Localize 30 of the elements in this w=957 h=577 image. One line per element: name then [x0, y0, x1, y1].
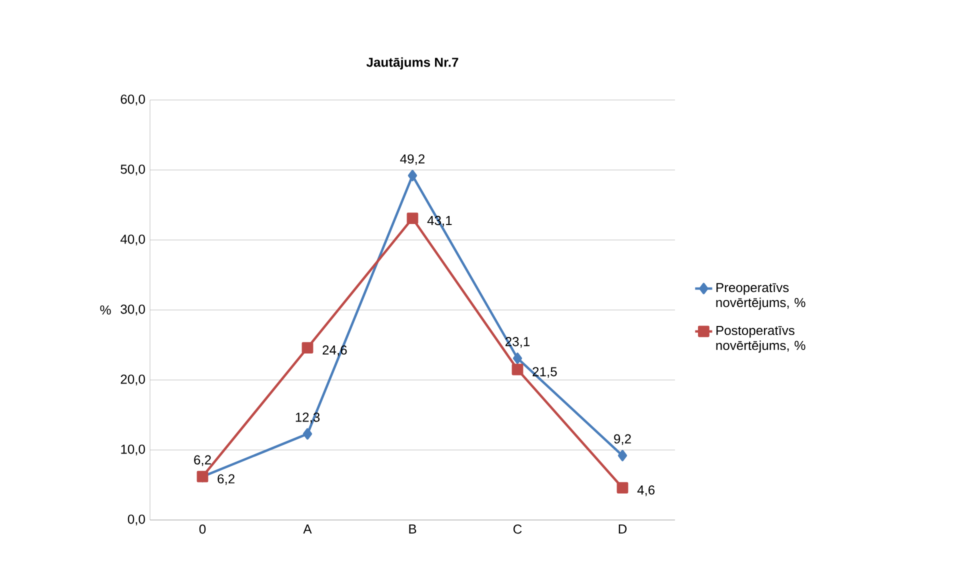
point: [408, 170, 418, 182]
x-tick-label: A: [303, 524, 312, 534]
x-tick-label: 0: [199, 524, 206, 534]
data-label: 6,2: [194, 455, 211, 466]
data-label: 21,5: [532, 367, 557, 378]
y-tick-label: 20,0: [120, 374, 145, 386]
point: [512, 364, 524, 376]
y-tick-label: 0,0: [128, 514, 145, 526]
data-label: 9,2: [614, 434, 631, 446]
point: [302, 342, 314, 354]
data-label: 6,2: [218, 474, 234, 485]
legend-label: Postoperatīvs novērtējums, %: [716, 326, 806, 353]
y-tick-label: 30,0: [120, 304, 145, 316]
y-tick-label: 10,0: [121, 444, 145, 456]
data-label: 49,2: [400, 154, 424, 166]
x-tick-label: B: [409, 524, 416, 534]
data-label: 4,6: [637, 485, 655, 496]
point: [616, 482, 628, 494]
point: [406, 212, 418, 224]
y-tick-label: 50,0: [120, 164, 145, 176]
legend-label: Preoperatīvs novērtējums, %: [716, 283, 806, 310]
y-tick-label: 60,0: [120, 94, 145, 106]
chart-title: Jautājums Nr.7: [366, 57, 458, 70]
point: [302, 428, 312, 440]
point: [618, 450, 628, 462]
y-axis-title: %: [100, 305, 111, 315]
x-tick-label: D: [618, 524, 627, 534]
point: [512, 352, 522, 364]
y-tick-label: 40,0: [120, 234, 145, 246]
x-tick-label: C: [513, 524, 522, 534]
